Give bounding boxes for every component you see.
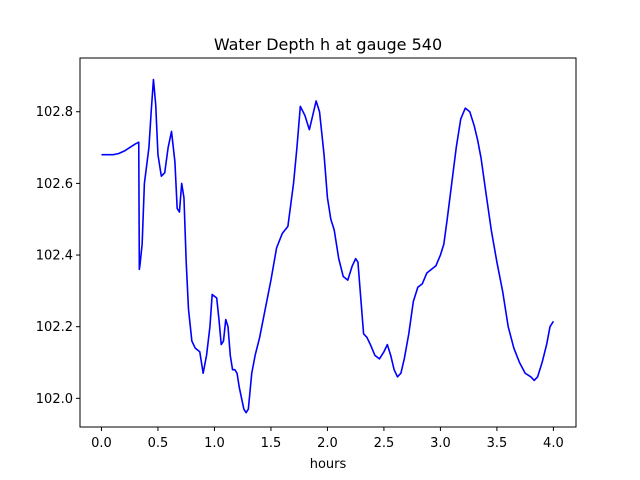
x-tick-label: 0.0: [91, 436, 112, 451]
y-tick-label: 102.6: [36, 177, 73, 192]
x-axis-label: hours: [310, 457, 347, 472]
x-axis-ticks: 0.0 0.5 1.0 1.5 2.0 2.5 3.0 3.5 4.0: [91, 427, 564, 451]
water-depth-line: [101, 78, 555, 414]
chart-title: Water Depth h at gauge 540: [214, 35, 442, 54]
x-tick-label: 3.5: [487, 436, 508, 451]
y-tick-label: 102.8: [36, 105, 73, 120]
x-tick-label: 1.5: [261, 436, 282, 451]
y-tick-label: 102.4: [36, 249, 73, 264]
x-tick-label: 0.5: [148, 436, 169, 451]
y-tick-label: 102.0: [36, 392, 73, 407]
plot-frame: [79, 57, 577, 428]
x-tick-label: 2.0: [317, 436, 338, 451]
x-tick-label: 1.0: [204, 436, 225, 451]
x-tick-label: 3.0: [430, 436, 451, 451]
y-tick-label: 102.2: [36, 320, 73, 335]
x-tick-label: 2.5: [374, 436, 395, 451]
x-tick-label: 4.0: [543, 436, 564, 451]
y-axis-ticks: 102.0 102.2 102.4 102.6 102.8: [36, 105, 80, 407]
